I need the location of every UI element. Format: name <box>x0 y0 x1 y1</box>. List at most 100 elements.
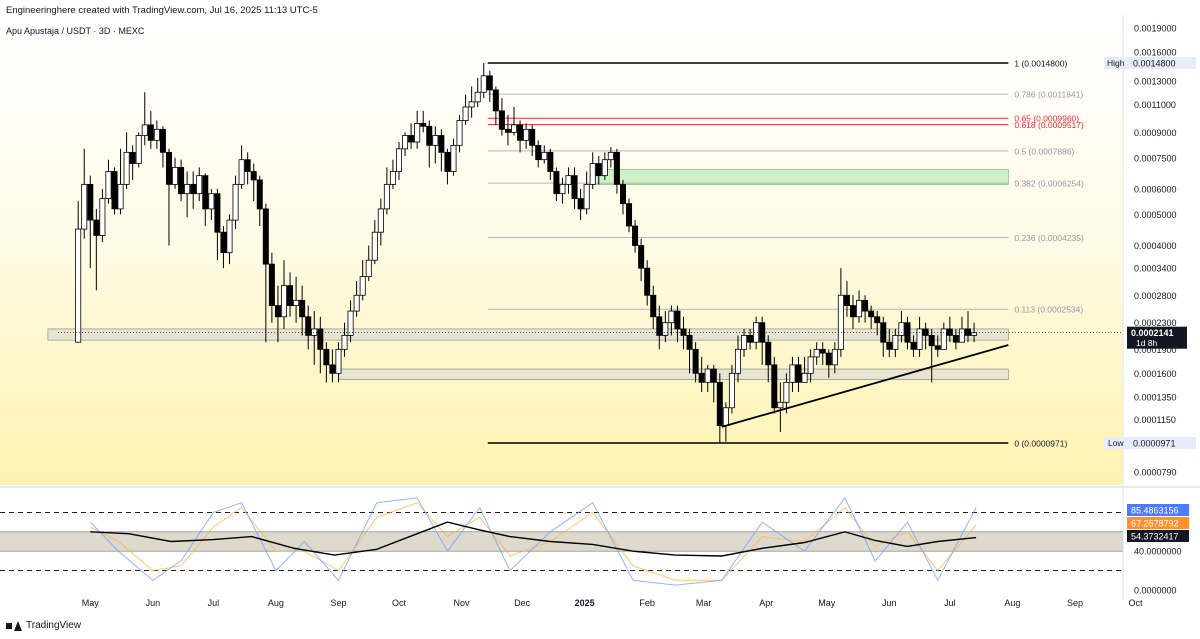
last-price-tag <box>1127 326 1187 349</box>
candle-body <box>311 328 318 336</box>
candle-body <box>934 345 941 350</box>
price-tick-label: 0.0005000 <box>1134 210 1177 220</box>
candle-body <box>262 208 269 265</box>
price-tick-label: 0.0006000 <box>1134 184 1177 194</box>
fib-label-4: 0.5 (0.0007886) <box>1014 146 1074 156</box>
candle-body <box>347 310 354 336</box>
candle-body <box>704 368 711 383</box>
candle-body <box>111 171 118 210</box>
candle-body <box>601 159 608 177</box>
candle-body <box>196 175 203 195</box>
candle-body <box>783 381 790 403</box>
candle-body <box>274 305 281 318</box>
candle-body <box>747 334 754 343</box>
low-value-label: 0.0000971 <box>1133 439 1176 449</box>
price-tick-label: 0.0013000 <box>1134 77 1177 87</box>
candle-body <box>87 183 94 221</box>
candle-body <box>75 228 82 343</box>
candle-body <box>129 151 136 164</box>
series-stoch_d <box>90 502 977 581</box>
tradingview-logo[interactable]: TradingView <box>6 620 81 631</box>
candle-body <box>668 310 675 324</box>
candle-body <box>571 175 578 199</box>
current-support-zone <box>47 328 1009 341</box>
candle-body <box>589 163 596 185</box>
candle-body <box>450 144 457 172</box>
candle-body <box>432 135 439 146</box>
osc-tick-label: 40.0000000 <box>1134 547 1182 557</box>
time-tick-label: May <box>82 598 100 608</box>
osc-value-tag-0 <box>1127 504 1189 516</box>
candle-body <box>656 316 663 336</box>
candle-body <box>117 183 124 210</box>
rsi-band <box>0 531 1123 552</box>
candle-body <box>619 183 626 205</box>
high-value-bg <box>1128 57 1196 69</box>
candle-body <box>317 328 324 350</box>
candle-body <box>565 175 572 185</box>
candle-body <box>420 122 427 127</box>
candle-body <box>837 294 844 350</box>
resistance-zone <box>592 169 1009 185</box>
candle-body <box>208 193 215 210</box>
price-tick-label: 0.0001150 <box>1134 415 1176 425</box>
time-tick-label: Aug <box>1004 598 1020 608</box>
candle-body <box>341 334 348 350</box>
candle-body <box>856 299 863 318</box>
candle-body <box>553 171 560 195</box>
last-price-value: 0.0002141 <box>1131 328 1174 338</box>
candle-body <box>523 128 530 141</box>
candle-body <box>680 328 687 336</box>
candle-body <box>492 89 499 112</box>
candle-body <box>529 128 536 146</box>
time-tick-label: Dec <box>514 598 531 608</box>
candle-body <box>710 368 717 383</box>
time-tick-label: Jun <box>146 598 161 608</box>
candle-body <box>807 356 814 374</box>
time-tick-label: Sep <box>330 598 346 608</box>
candle-body <box>722 407 729 426</box>
candle-body <box>214 193 221 233</box>
price-tick-label: 0.0011000 <box>1134 100 1176 110</box>
candle-body <box>922 328 929 336</box>
candle-body <box>468 101 475 108</box>
candle-body <box>771 364 778 409</box>
osc-value-label-1: 67.2678792 <box>1131 519 1179 529</box>
candle-body <box>395 148 402 172</box>
candle-body <box>928 334 935 347</box>
osc-value-tag-1 <box>1127 517 1189 529</box>
candle-body <box>662 322 669 336</box>
tradingview-logo-text: TradingView <box>26 620 82 631</box>
candle-body <box>335 348 342 374</box>
candle-body <box>577 198 584 210</box>
candle-body <box>698 372 705 383</box>
high-tag-bg <box>1104 57 1128 69</box>
price-tick-label: 0.0007500 <box>1134 153 1177 163</box>
time-tick-label: Jul <box>944 598 956 608</box>
candle-body <box>910 341 917 350</box>
price-tick-label: 0.0004000 <box>1134 241 1177 251</box>
candle-body <box>535 144 542 161</box>
candle-body <box>172 167 179 185</box>
candle-body <box>952 334 959 343</box>
candle-body <box>753 322 760 343</box>
candle-body <box>184 183 191 195</box>
candle-body <box>825 352 832 366</box>
candle-body <box>165 151 172 185</box>
candle-body <box>141 124 148 136</box>
time-tick-label: Oct <box>392 598 407 608</box>
candle-body <box>892 334 899 350</box>
candle-body <box>81 183 88 230</box>
price-tick-label: 0.0019000 <box>1134 24 1177 34</box>
candle-body <box>353 294 360 312</box>
fib-label-0: 1 (0.0014800) <box>1014 59 1067 69</box>
candle-body <box>759 322 766 343</box>
symbol-title[interactable]: Apu Apustaja / USDT · 3D · MEXC <box>6 26 145 36</box>
time-tick-label: Mar <box>696 598 712 608</box>
candle-body <box>819 348 826 354</box>
candle-body <box>414 122 421 143</box>
series-rsi <box>90 521 977 557</box>
candle-body <box>280 285 287 318</box>
candle-body <box>638 245 645 269</box>
